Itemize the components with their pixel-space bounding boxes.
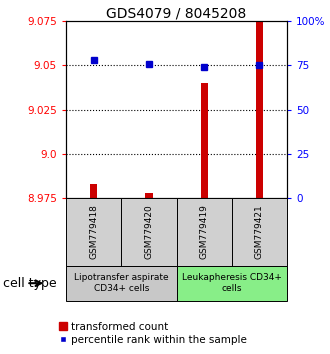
Title: GDS4079 / 8045208: GDS4079 / 8045208 xyxy=(106,6,247,20)
Text: GSM779420: GSM779420 xyxy=(145,205,153,259)
Text: Leukapheresis CD34+
cells: Leukapheresis CD34+ cells xyxy=(182,274,282,293)
Bar xyxy=(201,83,208,198)
Bar xyxy=(256,21,263,198)
Bar xyxy=(232,198,287,266)
Text: GSM779421: GSM779421 xyxy=(255,205,264,259)
Bar xyxy=(177,198,232,266)
Bar xyxy=(66,198,121,266)
Text: GSM779418: GSM779418 xyxy=(89,204,98,259)
Text: Lipotransfer aspirate
CD34+ cells: Lipotransfer aspirate CD34+ cells xyxy=(74,274,169,293)
Text: GSM779419: GSM779419 xyxy=(200,204,209,259)
Bar xyxy=(66,266,177,301)
Text: cell type: cell type xyxy=(3,277,57,290)
Bar xyxy=(145,193,152,198)
Legend: transformed count, percentile rank within the sample: transformed count, percentile rank withi… xyxy=(55,317,251,349)
Bar xyxy=(90,184,97,198)
Bar xyxy=(121,198,177,266)
Bar xyxy=(177,266,287,301)
